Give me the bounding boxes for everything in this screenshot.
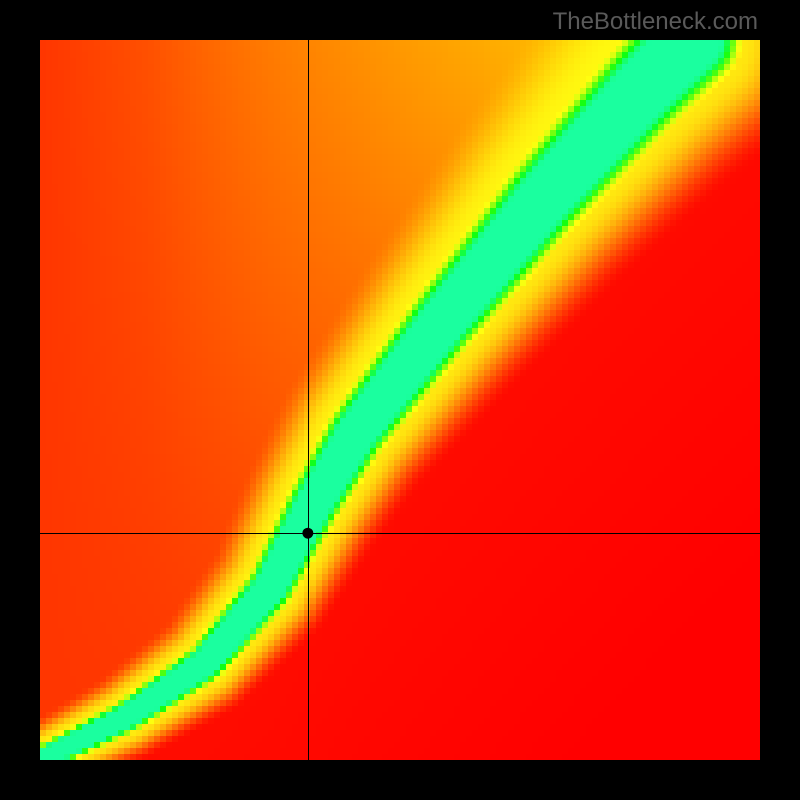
chart-container: TheBottleneck.com (0, 0, 800, 800)
bottleneck-heatmap (0, 0, 800, 800)
